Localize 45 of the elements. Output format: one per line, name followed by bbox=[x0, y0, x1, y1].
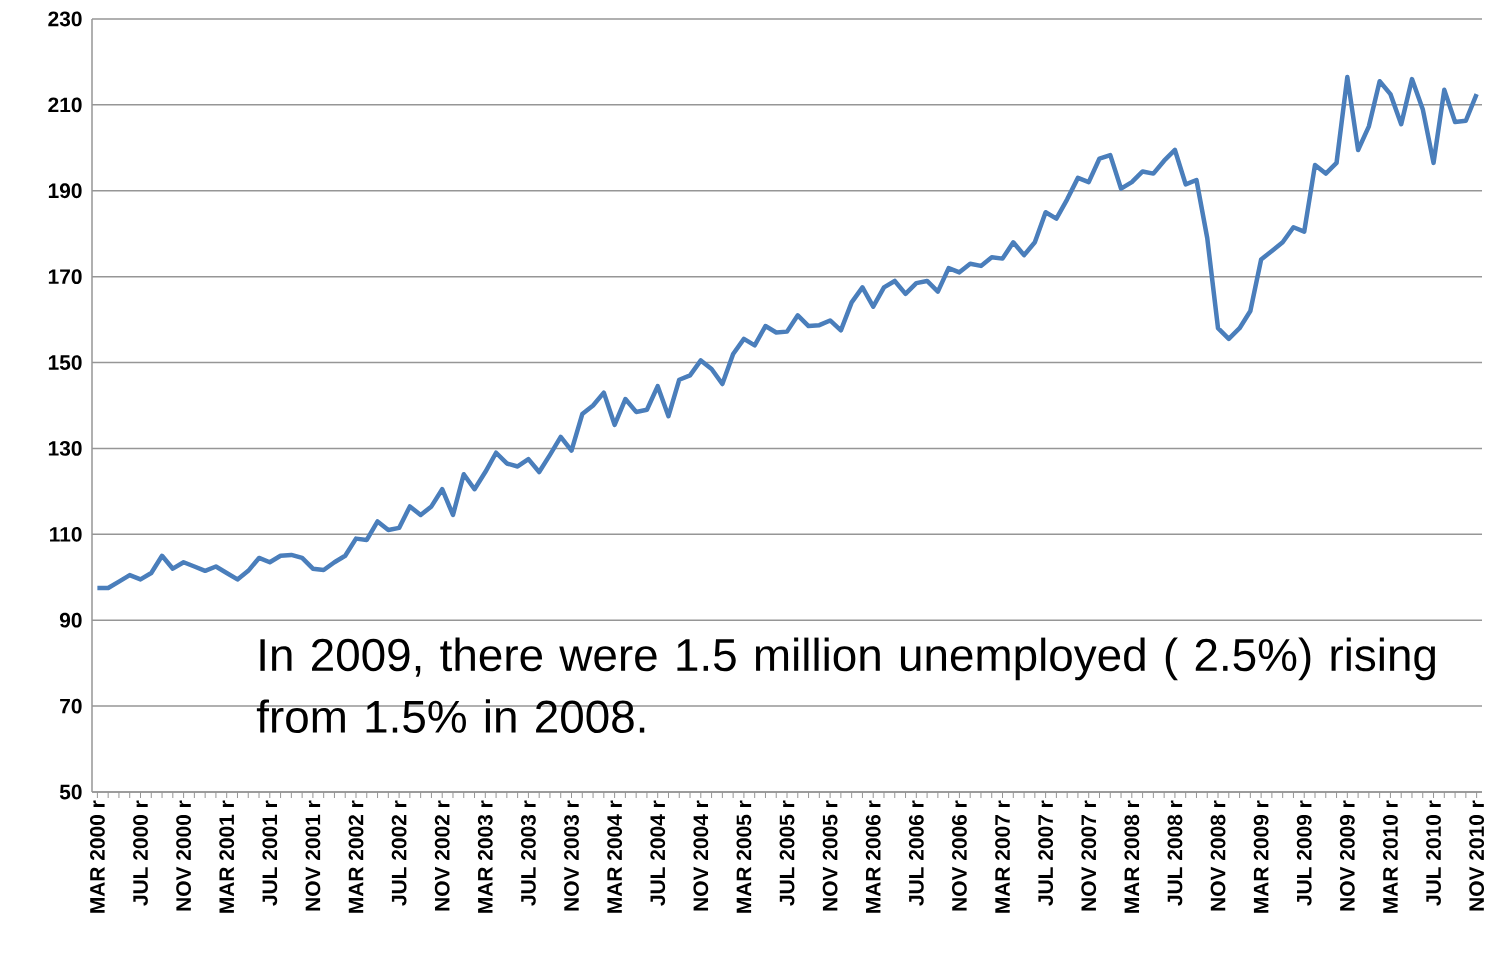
x-tick-label: NOV 2001 r bbox=[305, 800, 321, 911]
x-tick-label: MAR 2008 r bbox=[1124, 800, 1140, 913]
y-tick-label: 90 bbox=[59, 612, 82, 628]
y-tick-label: 170 bbox=[48, 269, 82, 285]
y-tick-label: 50 bbox=[59, 784, 82, 800]
x-tick-label: JUL 2005 r bbox=[779, 800, 795, 906]
x-tick-label: JUL 2002 r bbox=[391, 800, 407, 906]
x-tick-label: MAR 2000 r bbox=[89, 800, 105, 913]
y-tick-label: 70 bbox=[60, 698, 82, 714]
x-tick-label: NOV 2004 r bbox=[693, 800, 709, 911]
line-series bbox=[95, 74, 1479, 591]
y-tick-label: 190 bbox=[48, 183, 82, 199]
x-tick-label: NOV 2003 r bbox=[564, 800, 579, 911]
y-tick-label: 150 bbox=[48, 355, 82, 370]
x-tick-label: NOV 2009 r bbox=[1339, 800, 1355, 911]
y-tick-label: 110 bbox=[50, 526, 82, 542]
x-tick-label: JUL 2008 r bbox=[1167, 800, 1183, 906]
x-tick-label: MAR 2001 r bbox=[219, 800, 235, 913]
x-tick-label: MAR 2009 r bbox=[1253, 800, 1269, 913]
x-tick-label: JUL 2001 r bbox=[262, 800, 278, 906]
x-tick-label: NOV 2008 r bbox=[1210, 800, 1226, 911]
x-tick-label: JUL 2009 r bbox=[1296, 800, 1312, 906]
y-tick-label: 130 bbox=[48, 441, 82, 456]
x-tick-label: NOV 2006 r bbox=[952, 800, 967, 911]
x-tick-label: JUL 2003 r bbox=[520, 800, 536, 906]
x-tick-label: NOV 2000 r bbox=[176, 800, 191, 911]
y-tick-label: 230 bbox=[48, 11, 82, 27]
x-tick-label: MAR 2006 r bbox=[865, 800, 881, 913]
y-tick-label: 210 bbox=[48, 97, 82, 113]
x-tick-label: NOV 2007 r bbox=[1081, 800, 1097, 911]
x-tick-label: JUL 2004 r bbox=[650, 800, 666, 906]
x-tick-label: JUL 2007 r bbox=[1038, 800, 1054, 906]
x-tick-label: MAR 2005 r bbox=[736, 800, 752, 913]
x-tick-label: MAR 2004 r bbox=[607, 800, 623, 913]
x-tick-label: JUL 2000 r bbox=[133, 800, 148, 906]
x-tick-label: MAR 2010 r bbox=[1383, 800, 1398, 913]
x-tick-label: MAR 2002 r bbox=[348, 800, 364, 913]
x-tick-label: NOV 2010 r bbox=[1469, 800, 1485, 911]
x-tick-label: JUL 2010 r bbox=[1426, 800, 1441, 906]
x-tick-label: MAR 2003 r bbox=[477, 800, 493, 913]
annotation: In 2009, there were 1.5 million unemployed ( 2.5%) rising from 1.5% in 2008. bbox=[256, 637, 1435, 734]
x-tick-label: NOV 2002 r bbox=[434, 800, 450, 911]
x-tick-label: JUL 2006 r bbox=[908, 800, 924, 906]
x-tick-label: MAR 2007 r bbox=[995, 800, 1010, 913]
x-tick-label: NOV 2005 r bbox=[822, 800, 838, 911]
